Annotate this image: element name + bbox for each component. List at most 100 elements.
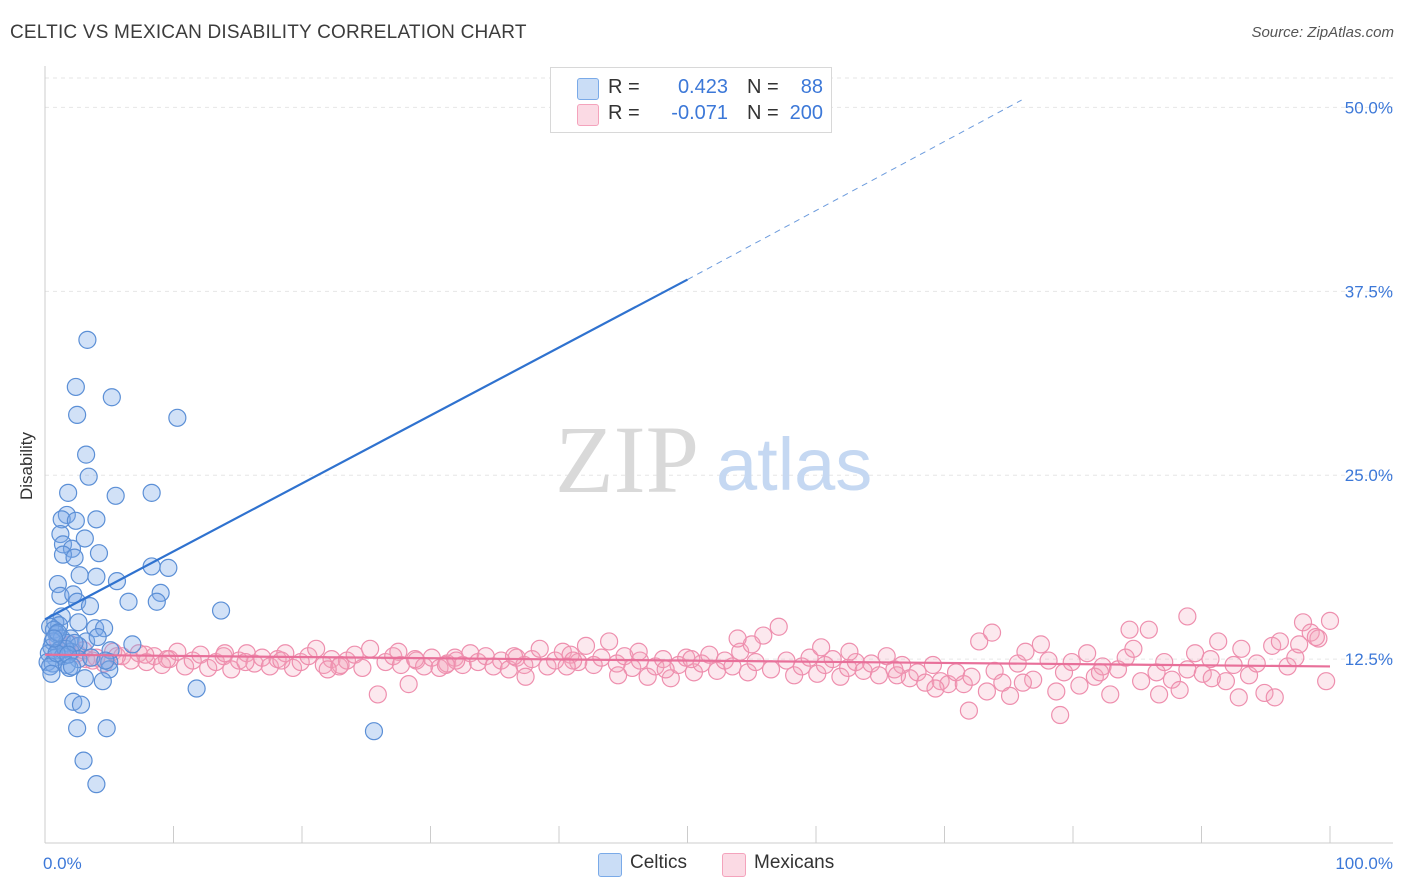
mexican-point <box>307 639 326 658</box>
x-tick-label-max: 100.0% <box>1335 854 1393 873</box>
mexican-point <box>761 660 781 679</box>
mexican-point <box>1202 669 1221 688</box>
mexican-point <box>504 647 524 666</box>
mexican-point <box>1078 644 1097 663</box>
celtic-point <box>75 669 94 688</box>
celtic-point <box>42 664 61 683</box>
celtic-point <box>159 558 178 577</box>
n-label: N = <box>747 76 779 98</box>
celtic-point <box>211 601 231 620</box>
celtic-point <box>97 719 116 738</box>
celtic-point <box>364 722 384 741</box>
celtic-point <box>70 566 89 585</box>
celtics-trend-extension <box>687 99 1022 280</box>
trend-lines <box>44 99 1331 668</box>
celtic-point <box>87 567 106 586</box>
celtic-point <box>102 388 121 407</box>
mexican-point <box>272 651 291 670</box>
mexican-point <box>353 658 372 678</box>
mexican-point <box>954 675 973 694</box>
r-value: -0.071 <box>671 102 728 124</box>
mexican-point <box>1229 688 1248 707</box>
chart-title: CELTIC VS MEXICAN DISABILITY CORRELATION… <box>10 22 527 43</box>
mexican-point <box>728 629 747 648</box>
watermark: ZIP atlas <box>555 406 872 513</box>
mexican-point <box>1090 663 1110 682</box>
mexican-point <box>322 650 341 669</box>
mexican-point <box>516 667 535 686</box>
mexican-point <box>959 701 979 720</box>
mexican-point <box>1320 611 1340 630</box>
mexicans-swatch <box>722 853 746 877</box>
celtic-point <box>119 592 138 611</box>
gridlines <box>45 77 1393 660</box>
r-label: R = <box>608 76 640 98</box>
celtic-point <box>71 695 91 714</box>
mexican-point <box>1290 635 1309 654</box>
celtic-point <box>106 486 125 505</box>
celtic-point <box>66 511 85 530</box>
mexican-point <box>1051 705 1070 725</box>
celtic-point <box>52 510 71 529</box>
x-tick-label-min: 0.0% <box>43 854 82 873</box>
mexican-point <box>576 636 596 655</box>
celtic-point <box>44 629 64 648</box>
mexican-point <box>399 675 418 694</box>
mexican-point <box>361 639 380 658</box>
mexican-point <box>1216 672 1236 691</box>
mexican-point <box>215 644 234 663</box>
celtic-point <box>88 627 107 647</box>
mexican-point <box>1155 652 1174 672</box>
mexican-point <box>592 648 611 667</box>
mexican-point <box>1178 660 1197 679</box>
mexican-point <box>1124 639 1143 658</box>
mexican-point <box>530 639 549 658</box>
mexican-point <box>962 667 981 686</box>
mexican-point <box>1170 680 1189 700</box>
mexican-point <box>656 660 675 679</box>
mexican-point <box>1209 632 1228 651</box>
mexican-point <box>1024 670 1043 689</box>
mexican-point <box>1255 683 1274 703</box>
watermark-atlas: atlas <box>716 423 872 506</box>
y-tick-label: 37.5% <box>1345 282 1393 301</box>
correlation-legend: R = 0.423 N = 88 R = -0.071 N = 200 <box>550 67 832 133</box>
mexican-point <box>1185 644 1205 663</box>
mexican-point <box>1016 642 1035 661</box>
celtic-point <box>48 574 67 594</box>
celtic-point <box>87 510 106 529</box>
mexican-point <box>1000 686 1020 705</box>
mexican-point <box>1013 673 1032 692</box>
mexican-point <box>1132 672 1151 691</box>
celtic-point <box>47 644 66 663</box>
mexican-point <box>1101 685 1120 704</box>
celtic-point <box>123 635 142 654</box>
mexican-point <box>1039 651 1058 670</box>
mexican-point <box>923 655 943 675</box>
y-tick-label: 25.0% <box>1345 466 1393 485</box>
mexicans-swatch <box>577 104 599 126</box>
mexican-point <box>646 657 665 676</box>
celtic-point <box>89 544 109 563</box>
mexican-point <box>1317 672 1336 691</box>
mexican-point <box>1306 627 1325 647</box>
celtic-point <box>66 377 85 397</box>
mexican-point <box>1047 682 1066 701</box>
n-value: 200 <box>789 102 823 124</box>
mexican-point <box>629 642 648 661</box>
celtic-point <box>68 405 87 424</box>
tick-labels: 12.5% 25.0% 37.5% 50.0% 0.0% 100.0% <box>43 98 1393 873</box>
mexican-point <box>1265 688 1284 707</box>
mexican-point <box>1178 607 1197 626</box>
r-value: 0.423 <box>677 76 728 98</box>
mexican-point <box>887 666 907 685</box>
mexican-point <box>157 650 177 669</box>
celtic-point <box>53 545 73 564</box>
celtic-point <box>168 408 187 427</box>
mexican-point <box>1031 635 1050 654</box>
mexican-point <box>823 650 842 669</box>
mexican-point <box>926 679 945 698</box>
celtic-point <box>187 679 206 698</box>
celtic-point <box>147 592 166 611</box>
mexican-point <box>318 660 337 679</box>
